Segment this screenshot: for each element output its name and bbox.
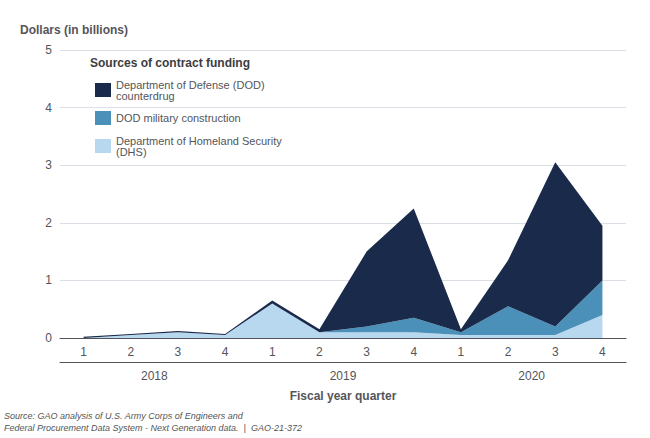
svg-text:1: 1 [45,273,52,287]
svg-text:4: 4 [222,345,229,359]
svg-text:3: 3 [363,345,370,359]
svg-text:0: 0 [45,331,52,345]
svg-text:3: 3 [175,345,182,359]
svg-text:1: 1 [458,345,465,359]
svg-text:1: 1 [80,345,87,359]
svg-text:(DHS): (DHS) [116,146,147,158]
svg-text:2: 2 [127,345,134,359]
svg-text:Dollars (in billions): Dollars (in billions) [20,23,128,37]
svg-text:2: 2 [45,216,52,230]
svg-text:4: 4 [599,345,606,359]
svg-text:2018: 2018 [141,369,168,383]
svg-text:Sources of contract funding: Sources of contract funding [90,56,250,70]
svg-text:DOD military construction: DOD military construction [116,112,241,124]
svg-text:2: 2 [316,345,323,359]
svg-text:2020: 2020 [518,369,545,383]
svg-text:4: 4 [45,101,52,115]
svg-text:1: 1 [269,345,276,359]
svg-text:Department of Defense (DOD): Department of Defense (DOD) [116,78,265,91]
svg-text:Federal Procurement Data Syste: Federal Procurement Data System - Next G… [4,423,302,433]
svg-text:2: 2 [505,345,512,359]
svg-text:4: 4 [410,345,417,359]
svg-text:3: 3 [45,158,52,172]
svg-text:3: 3 [552,345,559,359]
svg-text:Fiscal year quarter: Fiscal year quarter [290,389,397,403]
svg-text:5: 5 [45,43,52,57]
svg-text:counterdrug: counterdrug [116,90,175,102]
svg-text:2019: 2019 [330,369,357,383]
svg-text:Source: GAO analysis of U.S. A: Source: GAO analysis of U.S. Army Corps … [4,411,244,421]
svg-text:Department of Homeland Securit: Department of Homeland Security [116,134,282,147]
